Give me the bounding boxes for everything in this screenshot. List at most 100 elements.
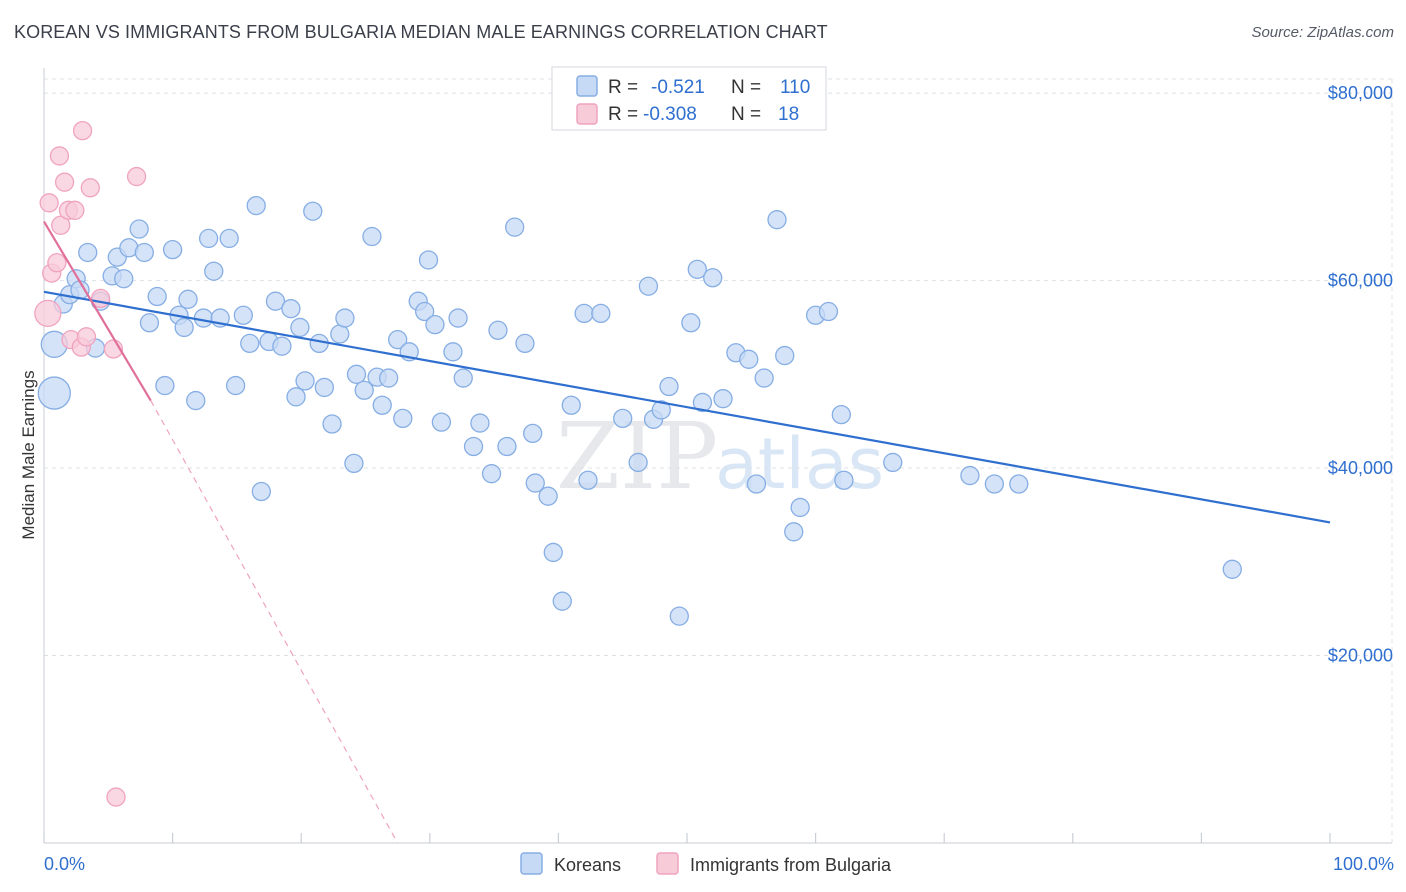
source-label: Source: ZipAtlas.com — [1251, 24, 1394, 41]
korean-point-25 — [204, 261, 224, 281]
korean-point-94 — [746, 474, 767, 494]
trendline-bulgaria-extension — [150, 400, 399, 844]
korean-point-67 — [488, 320, 508, 340]
korean-point-6 — [78, 242, 98, 263]
korean-point-17 — [155, 375, 175, 396]
korean-point-82 — [638, 276, 659, 296]
korean-point-21 — [178, 289, 198, 309]
korean-point-48 — [354, 380, 374, 400]
legend-r-value-1: -0.521 — [651, 77, 705, 98]
korean-point-60 — [431, 412, 452, 432]
korean-point-49 — [362, 226, 382, 247]
korean-point-84 — [651, 400, 671, 420]
korean-point-14 — [134, 242, 154, 263]
korean-point-45 — [335, 308, 355, 328]
korean-point-32 — [251, 481, 271, 502]
legend-n-label-1: N = — [731, 77, 761, 98]
korean-point-35 — [272, 336, 292, 356]
korean-point-22 — [186, 390, 206, 411]
korean-point-88 — [687, 259, 707, 279]
legend-swatch-koreans — [576, 75, 598, 97]
korean-point-38 — [290, 317, 310, 338]
bulgaria-point-9 — [65, 200, 85, 220]
bulgaria-point-12 — [76, 327, 97, 347]
korean-point-51 — [372, 395, 392, 415]
y-tick-label-0: $20,000 — [1328, 646, 1393, 666]
bulgaria-point-11 — [72, 120, 93, 141]
korean-point-65 — [470, 413, 490, 433]
bottom-legend-swatch-bulgaria — [656, 852, 679, 875]
korean-point-74 — [543, 542, 563, 563]
bulgaria-point-5 — [51, 215, 71, 235]
korean-point-96 — [767, 210, 787, 230]
korean-point-99 — [790, 497, 810, 518]
korean-point-11 — [114, 269, 134, 289]
korean-point-103 — [834, 470, 854, 490]
korean-point-62 — [448, 308, 468, 328]
korean-point-28 — [225, 375, 246, 396]
korean-point-42 — [314, 377, 334, 398]
bottom-legend-bulgaria: Immigrants from Bulgaria — [690, 855, 892, 875]
bulgaria-point-1 — [39, 193, 59, 213]
y-axis-title: Median Male Earnings — [19, 370, 38, 539]
legend-n-value-1: 110 — [780, 77, 810, 98]
legend-r-label-2: R = — [608, 104, 638, 125]
korean-point-23 — [193, 308, 214, 328]
bottom-legend: Koreans Immigrants from Bulgaria — [520, 852, 892, 875]
bulgaria-point-16 — [126, 166, 147, 187]
korean-point-58 — [418, 250, 439, 270]
bulgaria-point-0 — [34, 299, 62, 328]
trendlines — [43, 220, 1331, 844]
korean-point-52 — [378, 368, 399, 388]
korean-point-81 — [628, 452, 648, 473]
y-tick-label-3: $80,000 — [1328, 83, 1393, 103]
korean-point-20 — [174, 317, 194, 338]
korean-point-76 — [561, 395, 581, 415]
x-tick-label-left: 0.0% — [44, 854, 85, 874]
legend-n-label-2: N = — [731, 104, 761, 125]
korean-point-30 — [240, 333, 260, 354]
korean-point-98 — [784, 522, 804, 542]
korean-point-75 — [552, 591, 572, 611]
korean-point-85 — [659, 376, 679, 397]
korean-point-40 — [303, 201, 323, 221]
trendline-koreans — [43, 290, 1331, 524]
trendline-bulgaria — [43, 220, 152, 402]
korean-point-69 — [505, 217, 525, 237]
korean-point-95 — [754, 368, 774, 388]
korean-point-86 — [669, 606, 689, 626]
korean-point-54 — [393, 408, 413, 429]
korean-point-107 — [1009, 474, 1029, 494]
korean-point-46 — [344, 453, 364, 474]
legend-n-value-2: 18 — [778, 104, 799, 125]
korean-point-27 — [219, 228, 239, 249]
korean-point-39 — [295, 371, 315, 391]
korean-point-66 — [481, 464, 502, 484]
bulgaria-point-6 — [54, 172, 75, 192]
gridlines — [44, 78, 1392, 657]
korean-point-73 — [538, 486, 558, 506]
korean-point-53 — [387, 329, 408, 350]
y-tick-label-2: $60,000 — [1328, 271, 1393, 291]
korean-point-101 — [818, 301, 839, 322]
korean-point-104 — [883, 452, 903, 473]
korean-point-102 — [831, 404, 851, 425]
korean-point-97 — [775, 345, 795, 366]
korean-point-93 — [739, 349, 759, 369]
korean-point-16 — [147, 286, 167, 307]
series-koreans — [37, 195, 1242, 626]
korean-point-80 — [613, 408, 633, 429]
korean-point-43 — [322, 414, 342, 434]
korean-point-61 — [443, 342, 463, 362]
korean-point-29 — [233, 305, 253, 325]
korean-point-79 — [591, 303, 611, 324]
korean-point-47 — [346, 364, 367, 384]
x-tick-label-right: 100.0% — [1333, 854, 1394, 874]
korean-point-64 — [463, 436, 484, 457]
legend-box: R = -0.521 N = 110 R = -0.308 N = 18 — [551, 66, 827, 131]
korean-point-0 — [37, 376, 71, 410]
korean-point-108 — [1222, 559, 1242, 579]
korean-point-18 — [162, 240, 183, 260]
korean-point-15 — [139, 313, 160, 333]
legend-r-label-1: R = — [608, 77, 638, 98]
